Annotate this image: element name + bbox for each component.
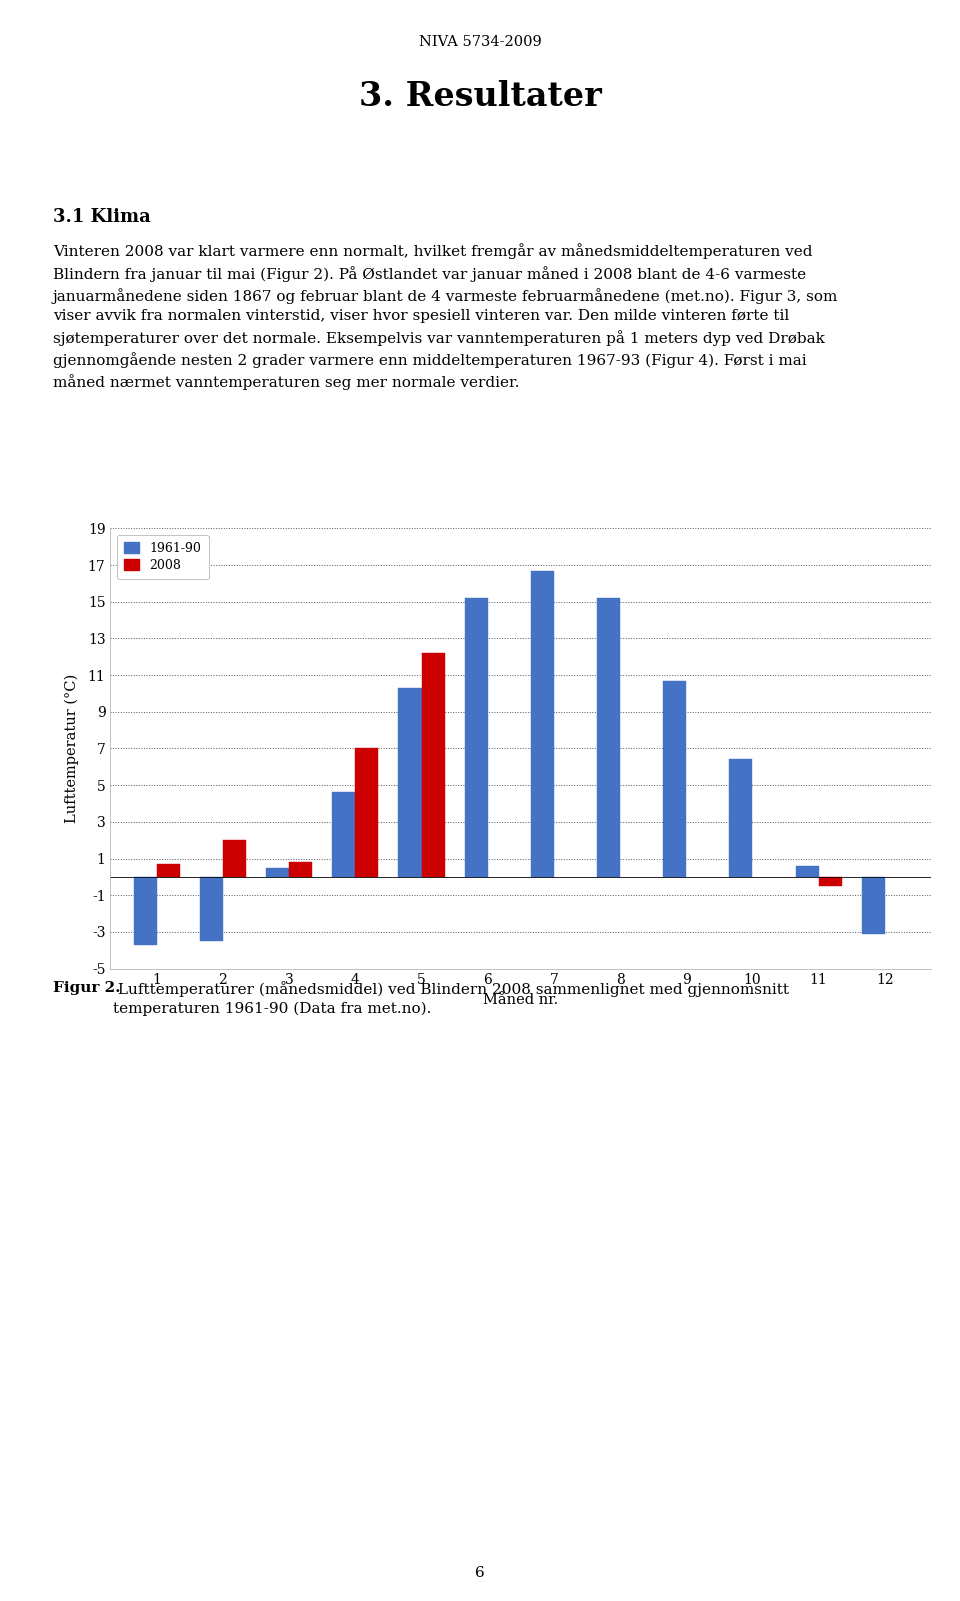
Bar	[531, 570, 554, 877]
Bar	[200, 877, 223, 941]
Bar	[819, 877, 842, 885]
Bar	[597, 599, 620, 877]
Text: 3.1 Klima: 3.1 Klima	[53, 208, 151, 226]
Bar	[421, 653, 444, 877]
Bar	[663, 680, 686, 877]
Bar	[332, 792, 355, 877]
Bar	[398, 688, 421, 877]
Bar	[465, 599, 488, 877]
Text: Vinteren 2008 var klart varmere enn normalt, hvilket fremgår av månedsmiddeltemp: Vinteren 2008 var klart varmere enn norm…	[53, 243, 838, 391]
Legend: 1961-90, 2008: 1961-90, 2008	[117, 535, 208, 580]
Bar	[133, 877, 156, 945]
Bar	[862, 877, 885, 933]
Bar	[266, 868, 289, 877]
Text: Lufttemperaturer (månedsmiddel) ved Blindern 2008 sammenlignet med gjennomsnitt
: Lufttemperaturer (månedsmiddel) ved Blin…	[113, 981, 789, 1017]
Bar	[796, 866, 819, 877]
Text: NIVA 5734-2009: NIVA 5734-2009	[419, 35, 541, 50]
Text: 3. Resultater: 3. Resultater	[359, 80, 601, 114]
Bar	[730, 759, 753, 877]
Bar	[355, 748, 378, 877]
Bar	[223, 841, 246, 877]
Y-axis label: Lufttemperatur (°C): Lufttemperatur (°C)	[65, 674, 80, 823]
Text: 6: 6	[475, 1566, 485, 1580]
Text: Figur 2.: Figur 2.	[53, 981, 120, 996]
X-axis label: Måned nr.: Måned nr.	[483, 993, 559, 1007]
Bar	[156, 865, 180, 877]
Bar	[289, 863, 312, 877]
